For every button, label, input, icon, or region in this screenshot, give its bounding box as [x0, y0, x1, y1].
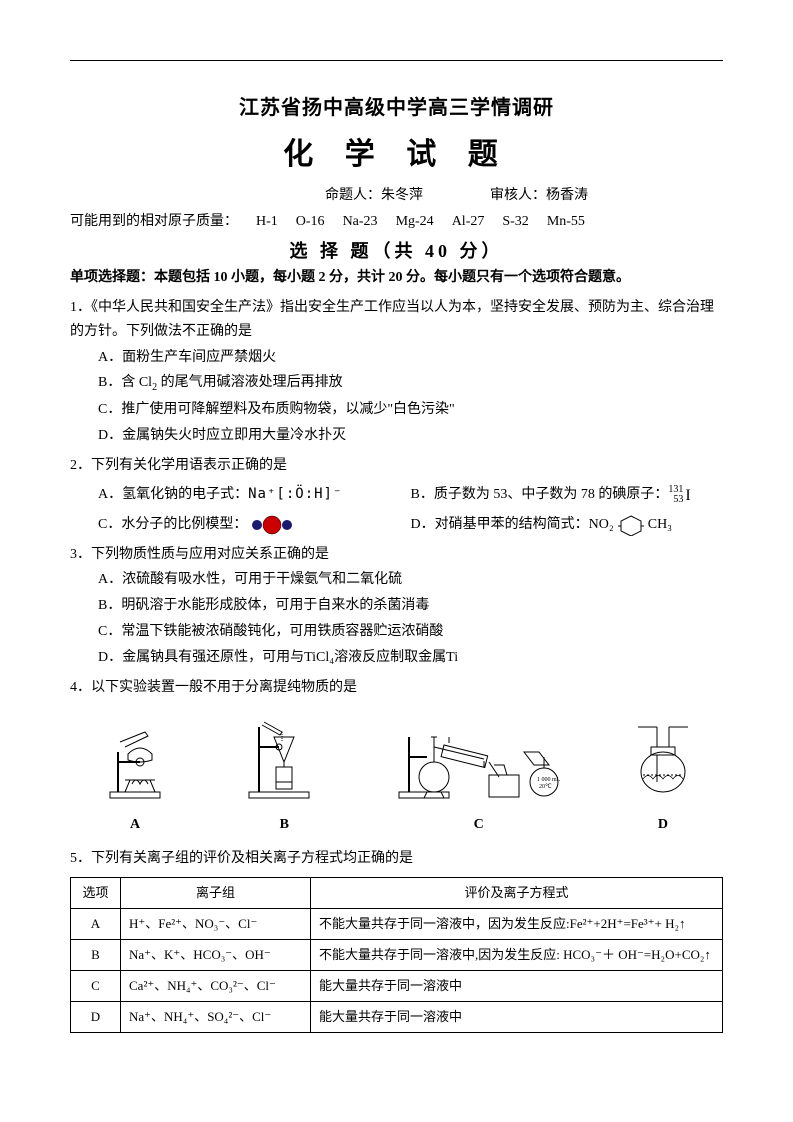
cell-ions: Na⁺、NH₄⁺、SO₄²⁻、Cl⁻ — [121, 1002, 311, 1033]
cell-eval: 能大量共存于同一溶液中 — [311, 1002, 723, 1033]
q3-opt-d: D．金属钠具有强还原性，可用与TiCl₄溶液反应制取金属Ti — [98, 646, 723, 670]
table-row: A H⁺、Fe²⁺、NO₃⁻、Cl⁻ 不能大量共存于同一溶液中，因为发生反应:F… — [71, 908, 723, 939]
ion-table: 选项 离子组 评价及离子方程式 A H⁺、Fe²⁺、NO₃⁻、Cl⁻ 不能大量共… — [70, 877, 723, 1033]
apparatus-a: A — [90, 712, 180, 837]
q1-opt-d: D．金属钠失火时应立即用大量冷水扑灭 — [98, 424, 723, 448]
apparatus-row: A B — [70, 699, 723, 841]
isotope-notation: 131 53 — [668, 485, 683, 505]
mass-item: O-16 — [296, 214, 325, 229]
svg-text:20℃: 20℃ — [539, 784, 552, 790]
mass-item: S-32 — [502, 214, 528, 229]
school-title: 江苏省扬中高级中学高三学情调研 — [70, 91, 723, 125]
cell-opt: A — [71, 908, 121, 939]
reviewer-name: 杨香涛 — [546, 184, 588, 208]
evaporation-apparatus-icon — [90, 712, 180, 802]
q2-opt-c: C．水分子的比例模型： — [98, 513, 411, 537]
exam-title: 化 学 试 题 — [70, 129, 723, 180]
q2-opt-d: D．对硝基甲苯的结构简式： NO₂ CH₃ — [411, 513, 724, 537]
cell-opt: D — [71, 1002, 121, 1033]
water-model-icon — [247, 514, 297, 536]
section-heading: 选 择 题（共 40 分） — [70, 236, 723, 267]
table-row: D Na⁺、NH₄⁺、SO₄²⁻、Cl⁻ 能大量共存于同一溶液中 — [71, 1002, 723, 1033]
benzene-ring-icon — [618, 514, 644, 536]
q2-stem: 2．下列有关化学用语表示正确的是 — [70, 454, 723, 478]
table-header-row: 选项 离子组 评价及离子方程式 — [71, 877, 723, 908]
cell-eval: 能大量共存于同一溶液中 — [311, 971, 723, 1002]
q2-opt-a: A．氢氧化钠的电子式： Na⁺[:Ö:H]⁻ — [98, 483, 411, 507]
cell-ions: H⁺、Fe²⁺、NO₃⁻、Cl⁻ — [121, 908, 311, 939]
section-instruction: 单项选择题：本题包括 10 小题，每小题 2 分，共计 20 分。每小题只有一个… — [70, 266, 723, 290]
q4-stem: 4．以下实验装置一般不用于分离提纯物质的是 — [70, 676, 723, 700]
q2-options: A．氢氧化钠的电子式： Na⁺[:Ö:H]⁻ B．质子数为 53、中子数为 78… — [70, 482, 723, 537]
table-row: C Ca²⁺、NH₄⁺、CO₃²⁻、Cl⁻ 能大量共存于同一溶液中 — [71, 971, 723, 1002]
cell-ions: Na⁺、K⁺、HCO₃⁻、OH⁻ — [121, 939, 311, 970]
apparatus-c-label: C — [389, 813, 569, 837]
mass-prefix: 可能用到的相对原子质量： — [70, 214, 238, 229]
authors-line: 命题人：朱冬萍 审核人：杨香涛 — [70, 184, 723, 208]
q3-opt-c: C．常温下铁能被浓硝酸钝化，可用铁质容器贮运浓硝酸 — [98, 620, 723, 644]
q1-opt-b: B．含 Cl2 的尾气用碱溶液处理后再排放 — [98, 371, 723, 396]
distillation-apparatus-icon: 1 000 mL 20℃ — [389, 707, 569, 802]
th-option: 选项 — [71, 877, 121, 908]
th-ions: 离子组 — [121, 877, 311, 908]
q5-stem: 5．下列有关离子组的评价及相关离子方程式均正确的是 — [70, 847, 723, 871]
top-rule — [70, 60, 723, 61]
apparatus-c: 1 000 mL 20℃ C — [389, 707, 569, 837]
cell-ions: Ca²⁺、NH₄⁺、CO₃²⁻、Cl⁻ — [121, 971, 311, 1002]
gas-wash-apparatus-icon — [623, 717, 703, 802]
q3-options: A．浓硫酸有吸水性，可用于干燥氨气和二氧化硫 B．明矾溶于水能形成胶体，可用于自… — [70, 568, 723, 669]
q1-opt-a: A．面粉生产车间应严禁烟火 — [98, 346, 723, 370]
q3-opt-a: A．浓硫酸有吸水性，可用于干燥氨气和二氧化硫 — [98, 568, 723, 592]
author-name: 朱冬萍 — [381, 184, 423, 208]
filtration-apparatus-icon — [234, 707, 334, 802]
apparatus-b-label: B — [234, 813, 334, 837]
cell-eval: 不能大量共存于同一溶液中，因为发生反应:Fe²⁺+2H⁺=Fe³⁺+ H₂↑ — [311, 908, 723, 939]
cell-opt: C — [71, 971, 121, 1002]
apparatus-a-label: A — [90, 813, 180, 837]
q1-opt-c: C．推广使用可降解塑料及布质购物袋，以减少"白色污染" — [98, 398, 723, 422]
q3-opt-b: B．明矾溶于水能形成胶体，可用于自来水的杀菌消毒 — [98, 594, 723, 618]
author-label: 命题人： — [325, 184, 381, 208]
q2-opt-b: B．质子数为 53、中子数为 78 的碘原子： 131 53 I — [411, 482, 724, 509]
mass-item: Mg-24 — [396, 214, 434, 229]
reviewer-label: 审核人： — [490, 184, 546, 208]
lewis-structure: Na⁺[:Ö:H]⁻ — [248, 483, 342, 507]
q1-options: A．面粉生产车间应严禁烟火 B．含 Cl2 的尾气用碱溶液处理后再排放 C．推广… — [70, 346, 723, 448]
cell-eval: 不能大量共存于同一溶液中,因为发生反应: HCO₃⁻＋ OH⁻=H₂O+CO₂↑ — [311, 939, 723, 970]
cell-opt: B — [71, 939, 121, 970]
svg-text:1 000 mL: 1 000 mL — [537, 777, 561, 783]
th-eval: 评价及离子方程式 — [311, 877, 723, 908]
mass-item: Mn-55 — [547, 214, 585, 229]
q3-stem: 3．下列物质性质与应用对应关系正确的是 — [70, 543, 723, 567]
apparatus-b: B — [234, 707, 334, 837]
mass-item: H-1 — [256, 214, 278, 229]
apparatus-d-label: D — [623, 813, 703, 837]
q1-stem: 1．《中华人民共和国安全生产法》指出安全生产工作应当以人为本，坚持安全发展、预防… — [70, 296, 723, 344]
atomic-mass-line: 可能用到的相对原子质量： H-1 O-16 Na-23 Mg-24 Al-27 S-32 Mn… — [70, 210, 723, 234]
apparatus-d: D — [623, 717, 703, 837]
mass-item: Al-27 — [452, 214, 485, 229]
table-row: B Na⁺、K⁺、HCO₃⁻、OH⁻ 不能大量共存于同一溶液中,因为发生反应: … — [71, 939, 723, 970]
mass-item: Na-23 — [343, 214, 378, 229]
